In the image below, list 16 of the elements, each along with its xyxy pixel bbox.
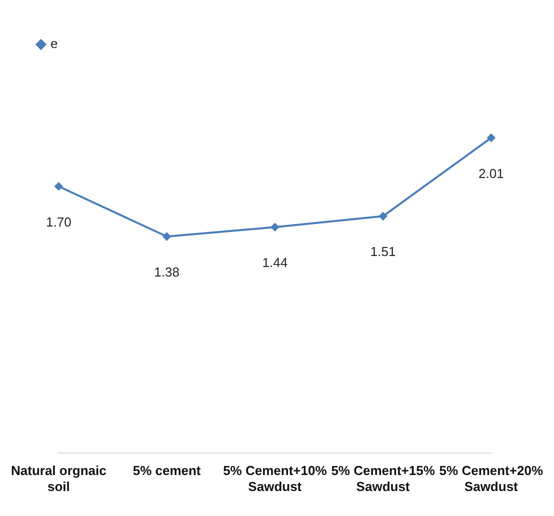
point [54, 182, 63, 190]
data-label: 1.51 [370, 244, 396, 260]
x-tick-label: 5% cement [132, 463, 202, 478]
x-tick-label: Natural orgnaic soil [11, 463, 106, 494]
point [379, 212, 388, 220]
x-tick-label: 5% Cement+20% Sawdust [439, 463, 544, 494]
data-label: 2.01 [478, 166, 504, 181]
legend-label: e [50, 36, 58, 52]
data-label: 1.38 [154, 264, 180, 280]
point [162, 232, 171, 241]
point [270, 223, 279, 232]
point [487, 134, 496, 142]
x-tick-label: 5% Cement+10% Sawdust [223, 463, 328, 494]
data-label: 1.70 [46, 214, 72, 230]
data-label: 1.44 [262, 255, 288, 270]
x-tick-label: 5% Cement+15% Sawdust [331, 463, 436, 494]
